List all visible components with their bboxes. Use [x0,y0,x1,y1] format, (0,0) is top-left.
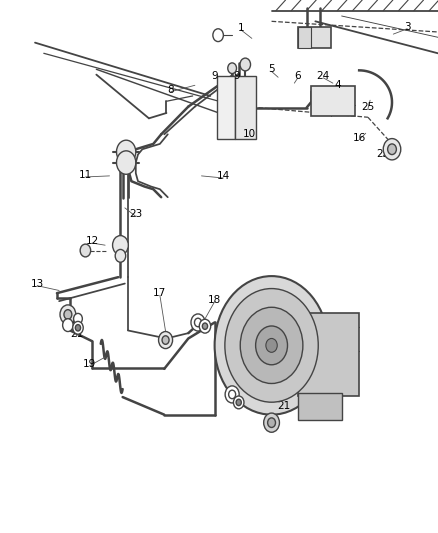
Text: 21: 21 [70,329,83,339]
Circle shape [202,323,208,329]
Circle shape [159,332,173,349]
Text: 21: 21 [277,401,290,411]
Text: 6: 6 [294,71,301,80]
Text: 17: 17 [153,288,166,298]
Text: 10: 10 [243,130,256,139]
Circle shape [225,386,239,403]
Text: 1: 1 [237,23,244,33]
Text: 20: 20 [63,316,76,326]
Circle shape [73,321,83,334]
Circle shape [117,140,136,164]
Circle shape [388,144,396,155]
Text: 18: 18 [208,295,221,304]
Text: 22: 22 [377,149,390,158]
FancyBboxPatch shape [217,76,235,139]
Circle shape [115,249,126,262]
FancyBboxPatch shape [298,27,311,48]
Circle shape [80,244,91,257]
FancyBboxPatch shape [235,76,256,139]
Text: 14: 14 [217,171,230,181]
Text: 3: 3 [404,22,411,31]
Text: 5: 5 [268,64,275,74]
Circle shape [63,319,73,332]
Text: 23: 23 [129,209,142,219]
Text: 20: 20 [272,389,285,398]
Circle shape [240,58,251,71]
Circle shape [228,63,237,74]
FancyBboxPatch shape [298,393,342,420]
Text: 12: 12 [85,236,99,246]
Circle shape [64,310,72,319]
Text: 24: 24 [317,71,330,80]
Circle shape [215,276,328,415]
Circle shape [117,151,136,174]
Circle shape [233,396,244,409]
Circle shape [113,236,128,255]
Circle shape [256,326,287,365]
Circle shape [229,390,236,399]
Text: 9: 9 [211,71,218,80]
Circle shape [225,288,318,402]
FancyBboxPatch shape [298,27,331,48]
Circle shape [264,413,279,432]
Text: 13: 13 [31,279,44,288]
Circle shape [213,29,223,42]
FancyBboxPatch shape [298,313,359,396]
Circle shape [199,319,211,333]
Circle shape [75,325,81,331]
Circle shape [194,318,201,327]
Text: 25: 25 [361,102,374,111]
Text: 16: 16 [353,133,366,142]
Circle shape [240,307,303,384]
Circle shape [60,305,76,324]
Circle shape [266,338,277,352]
Circle shape [236,399,241,406]
Circle shape [268,418,276,427]
Circle shape [383,139,401,160]
Circle shape [74,313,82,324]
Text: 9: 9 [233,71,240,80]
Text: 4: 4 [334,80,341,90]
FancyBboxPatch shape [311,86,355,116]
Text: 19: 19 [83,359,96,368]
Circle shape [162,336,169,344]
Text: 8: 8 [167,85,174,94]
Circle shape [191,314,205,331]
Text: 11: 11 [79,170,92,180]
